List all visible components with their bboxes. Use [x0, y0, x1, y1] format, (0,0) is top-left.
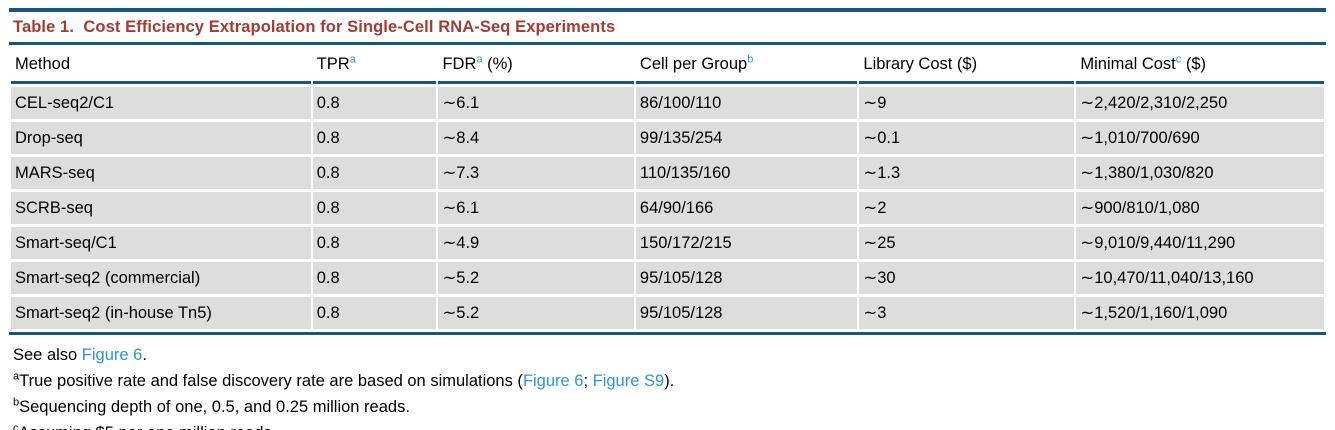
- top-rule: [9, 8, 1326, 12]
- cell-tpr: 0.8: [312, 87, 437, 119]
- footnote-a-figure-6-link[interactable]: Figure 6: [522, 372, 584, 390]
- footnotes: See also Figure 6. aTrue positive rate a…: [9, 335, 1326, 430]
- cell-fdr: ∼5.2: [438, 262, 634, 294]
- table-row: CEL-seq2/C1 0.8 ∼6.1 86/100/110 ∼9 ∼2,42…: [11, 87, 1324, 119]
- cell-fdr: ∼8.4: [438, 122, 634, 154]
- column-label: TPR: [316, 55, 350, 73]
- column-header-library-cost: Library Cost ($): [859, 48, 1075, 84]
- cell-fdr: ∼4.9: [438, 227, 634, 259]
- title-underline-rule: [9, 42, 1326, 45]
- cell-minimal-cost: ∼2,420/2,310/2,250: [1076, 87, 1324, 119]
- cell-tpr: 0.8: [312, 157, 437, 189]
- cell-tpr: 0.8: [312, 122, 437, 154]
- footnote-a: aTrue positive rate and false discovery …: [13, 368, 1322, 394]
- cell-minimal-cost: ∼9,010/9,440/11,290: [1076, 227, 1324, 259]
- column-label-suffix: (%): [482, 55, 513, 73]
- cell-minimal-cost: ∼900/810/1,080: [1076, 192, 1324, 224]
- cell-method: Smart-seq2 (commercial): [11, 262, 311, 294]
- table-row: Drop-seq 0.8 ∼8.4 99/135/254 ∼0.1 ∼1,010…: [11, 122, 1324, 154]
- footnote-marker-c: c: [1175, 53, 1182, 66]
- cell-library-cost: ∼30: [859, 262, 1075, 294]
- cell-cell-per-group: 150/172/215: [635, 227, 858, 259]
- table-bottom-rule: [9, 332, 1326, 335]
- cell-minimal-cost: ∼1,010/700/690: [1076, 122, 1324, 154]
- cell-method: SCRB-seq: [11, 192, 311, 224]
- cell-method: Smart-seq/C1: [11, 227, 311, 259]
- cell-method: MARS-seq: [11, 157, 311, 189]
- footnote-c: cAssuming $5 per one million reads.: [13, 420, 1322, 430]
- cell-library-cost: ∼3: [859, 297, 1075, 329]
- cell-method: CEL-seq2/C1: [11, 87, 311, 119]
- footnote-a-text: True positive rate and false discovery r…: [19, 372, 523, 390]
- column-header-fdr: FDRa (%): [438, 48, 634, 84]
- column-label: Method: [15, 55, 71, 73]
- cell-minimal-cost: ∼1,380/1,030/820: [1076, 157, 1324, 189]
- footnote-marker-a: a: [349, 53, 356, 66]
- footnote-a-separator: ;: [583, 372, 593, 390]
- cell-fdr: ∼6.1: [438, 192, 634, 224]
- cell-fdr: ∼6.1: [438, 87, 634, 119]
- column-header-minimal-cost: Minimal Costc ($): [1076, 48, 1324, 84]
- cell-fdr: ∼5.2: [438, 297, 634, 329]
- footnote-marker-a: a: [476, 53, 483, 66]
- column-header-cell-per-group: Cell per Groupb: [635, 48, 858, 84]
- table-row: Smart-seq/C1 0.8 ∼4.9 150/172/215 ∼25 ∼9…: [11, 227, 1324, 259]
- table-header: Method TPRa FDRa (%) Cell per Groupb Lib…: [11, 48, 1324, 84]
- cell-cell-per-group: 64/90/166: [635, 192, 858, 224]
- cell-minimal-cost: ∼1,520/1,160/1,090: [1076, 297, 1324, 329]
- cost-efficiency-table: Method TPRa FDRa (%) Cell per Groupb Lib…: [9, 45, 1326, 332]
- cell-tpr: 0.8: [312, 297, 437, 329]
- footnote-b-marker: b: [13, 396, 20, 409]
- cell-minimal-cost: ∼10,470/11,040/13,160: [1076, 262, 1324, 294]
- column-header-method: Method: [11, 48, 311, 84]
- footnote-b-text: Sequencing depth of one, 0.5, and 0.25 m…: [19, 398, 410, 416]
- cell-library-cost: ∼25: [859, 227, 1075, 259]
- header-row: Method TPRa FDRa (%) Cell per Groupb Lib…: [11, 48, 1324, 84]
- footnote-marker-b: b: [747, 53, 754, 66]
- column-header-tpr: TPRa: [312, 48, 437, 84]
- cell-cell-per-group: 95/105/128: [635, 262, 858, 294]
- cell-library-cost: ∼2: [859, 192, 1075, 224]
- cell-method: Drop-seq: [11, 122, 311, 154]
- cell-tpr: 0.8: [312, 192, 437, 224]
- footnote-b: bSequencing depth of one, 0.5, and 0.25 …: [13, 394, 1322, 420]
- cell-tpr: 0.8: [312, 262, 437, 294]
- footnote-c-text: Assuming $5 per one million reads.: [19, 424, 277, 430]
- figure-6-link[interactable]: Figure 6: [81, 346, 143, 364]
- see-also-period: .: [142, 346, 147, 364]
- column-label: Cell per Group: [639, 55, 748, 73]
- footnote-a-marker: a: [13, 370, 20, 383]
- cell-fdr: ∼7.3: [438, 157, 634, 189]
- table-body: CEL-seq2/C1 0.8 ∼6.1 86/100/110 ∼9 ∼2,42…: [11, 87, 1324, 329]
- cell-cell-per-group: 95/105/128: [635, 297, 858, 329]
- column-label-suffix: ($): [1181, 55, 1206, 73]
- column-label: Minimal Cost: [1080, 55, 1176, 73]
- table-row: Smart-seq2 (commercial) 0.8 ∼5.2 95/105/…: [11, 262, 1324, 294]
- title-bar: Table 1. Cost Efficiency Extrapolation f…: [9, 12, 1326, 42]
- cell-library-cost: ∼0.1: [859, 122, 1075, 154]
- cell-method: Smart-seq2 (in-house Tn5): [11, 297, 311, 329]
- column-label: Library Cost ($): [863, 55, 978, 73]
- cell-cell-per-group: 110/135/160: [635, 157, 858, 189]
- cell-tpr: 0.8: [312, 227, 437, 259]
- table-row: MARS-seq 0.8 ∼7.3 110/135/160 ∼1.3 ∼1,38…: [11, 157, 1324, 189]
- see-also-text: See also: [13, 346, 82, 364]
- table-row: Smart-seq2 (in-house Tn5) 0.8 ∼5.2 95/10…: [11, 297, 1324, 329]
- table-row: SCRB-seq 0.8 ∼6.1 64/90/166 ∼2 ∼900/810/…: [11, 192, 1324, 224]
- cell-cell-per-group: 86/100/110: [635, 87, 858, 119]
- column-label: FDR: [442, 55, 477, 73]
- see-also-note: See also Figure 6.: [13, 342, 1322, 368]
- footnote-a-text-end: ).: [664, 372, 675, 390]
- cell-cell-per-group: 99/135/254: [635, 122, 858, 154]
- cell-library-cost: ∼1.3: [859, 157, 1075, 189]
- footnote-c-marker: c: [13, 422, 19, 430]
- footnote-a-figure-s9-link[interactable]: Figure S9: [592, 372, 665, 390]
- cell-library-cost: ∼9: [859, 87, 1075, 119]
- table-title: Table 1. Cost Efficiency Extrapolation f…: [13, 18, 616, 36]
